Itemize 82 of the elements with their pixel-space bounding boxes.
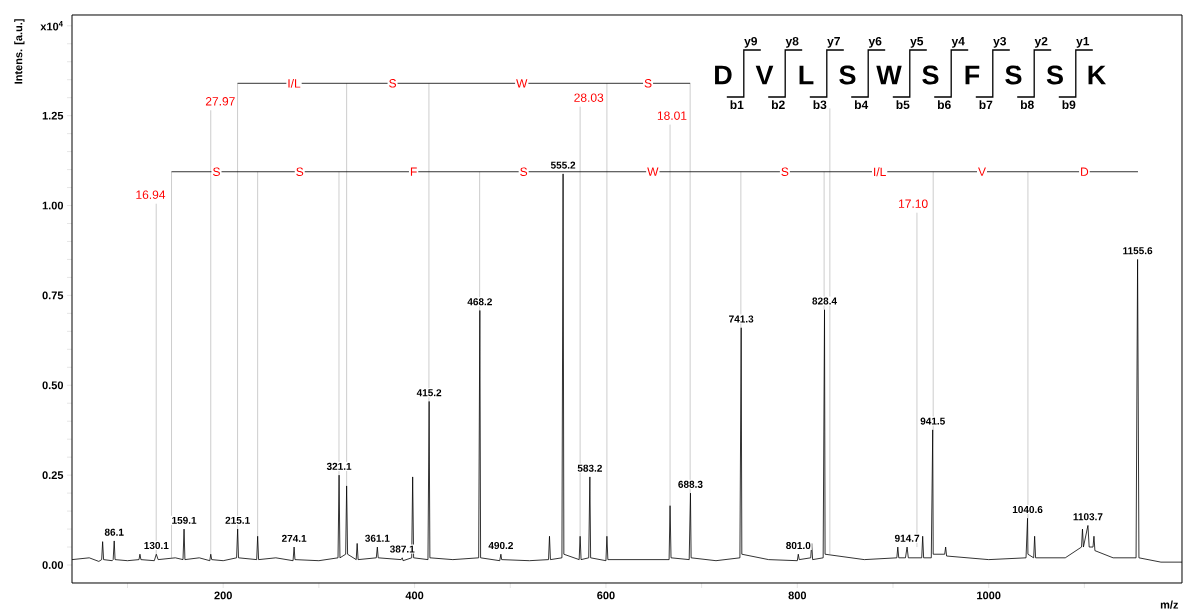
annotation: y8	[785, 36, 799, 48]
annotation: L	[799, 65, 814, 85]
annotation: S	[922, 65, 939, 85]
annotation: b6	[937, 100, 951, 109]
annotation: 741.3	[729, 315, 754, 323]
annotation: S	[213, 167, 220, 176]
x-tick-label: 200	[214, 591, 232, 600]
annotation: y6	[868, 36, 882, 48]
annotation: y7	[827, 37, 840, 48]
x-tick-label: 1000	[977, 591, 1001, 600]
y-tick-label: 1.25	[42, 111, 64, 120]
x-axis-title: m/z	[1160, 600, 1179, 609]
annotation: 801.0	[786, 541, 811, 550]
annotation: S	[520, 167, 528, 176]
annotation: 130.1	[144, 541, 169, 550]
annotation: b3	[813, 100, 827, 110]
annotation: V	[755, 65, 774, 85]
annotation: b7	[979, 100, 993, 109]
annotation: b9	[1062, 100, 1076, 109]
x-tick-label: 600	[597, 591, 615, 600]
annotation: 16.94	[136, 190, 166, 199]
annotation: 583.2	[577, 464, 602, 472]
annotation: b8	[1020, 100, 1034, 109]
annotation: 17.10	[899, 199, 928, 208]
annotation: 555.2	[550, 161, 576, 169]
annotation: W	[516, 79, 528, 88]
annotation: b1	[730, 100, 744, 109]
annotation: 215.1	[225, 516, 250, 524]
y-tick-label: 0.25	[42, 471, 64, 480]
annotation: 28.03	[574, 93, 604, 102]
x-tick-label: 800	[788, 591, 807, 600]
annotation: V	[978, 167, 986, 176]
annotation: K	[1088, 65, 1107, 85]
annotation: W	[647, 167, 659, 176]
y-tick-label: 0.00	[42, 561, 64, 569]
annotation: y1	[1076, 37, 1090, 48]
annotation: 274.1	[281, 534, 307, 542]
y-tick-label: 0.75	[42, 291, 64, 300]
annotation: b4	[854, 100, 869, 109]
y-tick-label: 1.00	[42, 201, 64, 210]
annotation: S	[781, 167, 789, 176]
annotation: I/L	[874, 167, 886, 177]
annotation: b5	[896, 100, 910, 109]
annotation: 86.1	[104, 528, 124, 536]
y-tick-label: 0.50	[42, 381, 64, 390]
annotation: 415.2	[416, 389, 442, 397]
annotation: 18.01	[657, 111, 687, 120]
annotation: D	[1081, 167, 1089, 176]
y-tick-label: x10$^{4}$	[40, 21, 63, 31]
annotation: 387.1	[389, 545, 415, 553]
annotation: D	[715, 65, 732, 85]
annotation: 321.1	[326, 462, 352, 470]
annotation: S	[839, 65, 856, 85]
annotation: I/L	[288, 78, 301, 88]
annotation: y5	[910, 37, 924, 48]
annotation: S	[389, 79, 397, 88]
annotation: S	[296, 167, 304, 176]
annotation: 688.3	[678, 480, 703, 488]
annotation: S	[644, 79, 652, 88]
annotation: 490.2	[488, 541, 513, 550]
annotation: F	[965, 65, 980, 85]
annotation: 27.97	[205, 97, 235, 106]
y-axis-title: Intens. [a.u.]	[14, 19, 25, 84]
annotation: 941.5	[920, 417, 945, 425]
x-tick-label: 400	[405, 591, 424, 600]
annotation: W	[876, 65, 902, 85]
annotation: 1040.6	[1012, 506, 1043, 514]
annotation: 914.7	[894, 534, 920, 542]
annotation: y9	[744, 36, 758, 48]
annotation: 361.1	[365, 534, 390, 542]
annotation: 468.2	[467, 298, 492, 306]
annotation: y4	[951, 37, 965, 48]
annotation: 1103.7	[1073, 513, 1103, 521]
annotation: 159.1	[172, 516, 197, 524]
annotation: 828.4	[812, 297, 837, 305]
annotation: y2	[1034, 36, 1048, 48]
annotation: y3	[993, 36, 1007, 48]
annotation: F	[410, 167, 417, 176]
annotation: 1155.6	[1123, 247, 1153, 255]
annotation: S	[1046, 65, 1063, 85]
annotation: S	[1005, 65, 1022, 85]
annotation: b2	[771, 100, 785, 109]
